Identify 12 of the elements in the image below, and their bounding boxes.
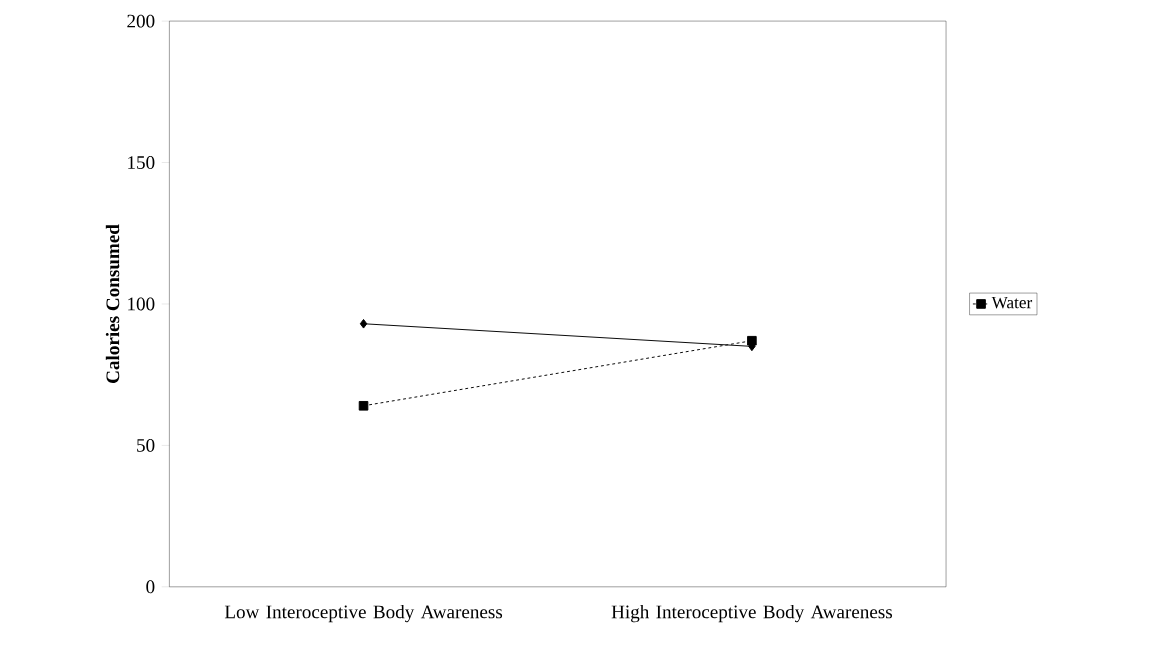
x-tick-label: Low Interoceptive Body Awareness [224,604,503,623]
y-axis-title: Calories Consumed [105,224,120,383]
legend-label: Water [991,296,1033,309]
point [359,318,368,329]
y-tick-label: 50 [137,438,155,452]
y-tick-label: 0 [146,580,155,594]
x-tick-label: High Interoceptive Body Awareness [611,604,893,623]
y-tick-label: 150 [128,155,155,169]
y-tick-label: 200 [127,14,155,28]
point [747,335,757,346]
point [358,400,369,411]
y-tick-label: 100 [128,297,155,311]
